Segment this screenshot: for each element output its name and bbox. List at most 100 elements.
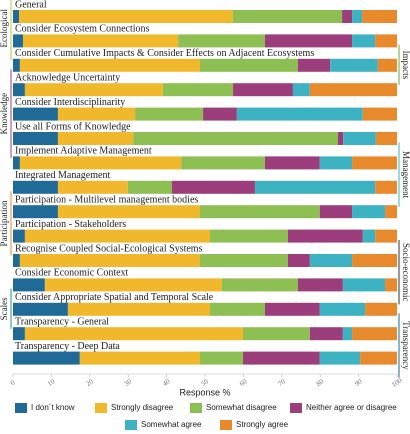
- bar-segment: [352, 205, 386, 219]
- x-tick-label: 60: [238, 377, 249, 388]
- bar-segment: [13, 327, 25, 341]
- x-tick-label: 90: [353, 377, 364, 388]
- bar-segment: [309, 327, 343, 341]
- bar-segment: [13, 205, 58, 219]
- bar-segment: [22, 34, 179, 48]
- bar-segment: [203, 107, 237, 121]
- bar-segment: [319, 351, 361, 365]
- bar-segment: [13, 278, 45, 292]
- bar-segment: [13, 302, 68, 316]
- bar-segment: [233, 83, 293, 97]
- row-label: Implement Adaptive Management: [15, 146, 152, 157]
- bar-segment: [352, 254, 397, 267]
- row-label: Consider Interdisciplinarity: [15, 97, 125, 108]
- group-label: Management: [401, 151, 410, 198]
- bar-segment: [79, 351, 201, 365]
- x-tick-label: 70: [276, 377, 287, 388]
- bar-segment: [233, 10, 343, 23]
- bar-segment: [343, 132, 376, 145]
- bar-segment: [342, 278, 386, 292]
- x-axis-title: Response %: [179, 387, 230, 397]
- bar-segment: [44, 278, 222, 292]
- bar-segment: [19, 254, 201, 267]
- legend-label: Neither agree or disagree: [306, 403, 397, 412]
- bar-segment: [319, 156, 353, 170]
- row-label: Consider Economic Context: [15, 268, 129, 279]
- bar-segment: [162, 83, 234, 97]
- bar-segment: [200, 254, 288, 267]
- bar-segment: [13, 107, 58, 121]
- bar-segment: [365, 302, 397, 316]
- bar-segment: [181, 156, 265, 170]
- bar-segment: [171, 180, 255, 194]
- group-label: Socio-economic: [401, 243, 410, 301]
- bar-segment: [375, 132, 397, 145]
- row-label: Transparency - Deep Data: [15, 341, 120, 352]
- bar-segment: [264, 34, 353, 48]
- bar-segment: [200, 205, 320, 219]
- group-label: Scales: [0, 297, 9, 320]
- bar-segment: [342, 10, 353, 23]
- bar-segment: [57, 132, 134, 145]
- bar-segment: [24, 229, 210, 243]
- legend-label: Somewhat agree: [141, 420, 202, 429]
- bar-segment: [287, 229, 363, 243]
- x-tick-label: 20: [84, 377, 95, 388]
- bar-segment: [13, 351, 80, 365]
- bar-segment: [67, 302, 210, 316]
- bar-segment: [309, 254, 353, 267]
- bar-segment: [57, 180, 128, 194]
- x-tick-label: 10: [46, 377, 57, 388]
- row-label: General: [15, 0, 47, 10]
- legend-swatch: [95, 403, 107, 413]
- bar-segment: [236, 107, 363, 121]
- bar-segment: [297, 278, 343, 292]
- bar-segment: [13, 156, 20, 170]
- bar-segment: [375, 34, 397, 48]
- bar-segment: [19, 58, 201, 72]
- bar-segment: [243, 327, 310, 341]
- bar-segment: [57, 205, 201, 219]
- bar-segment: [362, 107, 397, 121]
- row-label: Recognise Coupled Social-Ecological Syst…: [15, 243, 203, 254]
- x-tick-label: 40: [161, 377, 172, 388]
- bar-segment: [127, 180, 172, 194]
- bar-segment: [319, 302, 366, 316]
- bar-segment: [254, 180, 376, 194]
- bar-segment: [13, 58, 20, 72]
- group-label: Knowledge: [0, 93, 9, 135]
- bar-segment: [57, 107, 136, 121]
- bar-segment: [221, 278, 298, 292]
- legend-label: Strongly agree: [236, 420, 289, 429]
- bar-segment: [13, 229, 25, 243]
- bar-segment: [264, 302, 320, 316]
- bar-segment: [385, 205, 397, 219]
- x-tick-label: 0: [9, 378, 17, 387]
- x-tick-label: 80: [315, 377, 326, 388]
- bar-segment: [243, 351, 320, 365]
- bar-segment: [133, 132, 338, 145]
- bar-segment: [360, 351, 397, 365]
- bar-segment: [352, 10, 363, 23]
- row-label: Transparency - General: [15, 316, 109, 327]
- bar-segment: [352, 156, 397, 170]
- bar-segment: [200, 58, 298, 72]
- group-label: Transparency: [401, 321, 410, 370]
- bar-segment: [24, 83, 163, 97]
- bar-segment: [375, 229, 397, 243]
- group-label: Participation: [0, 200, 9, 246]
- bar-segment: [13, 34, 23, 48]
- x-tick-label: 100: [390, 376, 404, 389]
- bar-segment: [337, 132, 344, 145]
- bar-segment: [178, 34, 265, 48]
- bar-segment: [287, 254, 310, 267]
- bar-segment: [209, 302, 265, 316]
- bar-segment: [309, 83, 397, 97]
- x-tick-label: 50: [200, 377, 211, 388]
- bar-segment: [264, 156, 320, 170]
- bar-segment: [135, 107, 204, 121]
- legend-swatch: [290, 403, 302, 413]
- bar-segment: [13, 83, 25, 97]
- bar-segment: [319, 205, 353, 219]
- row-label: Acknowledge Uncertainty: [15, 72, 120, 83]
